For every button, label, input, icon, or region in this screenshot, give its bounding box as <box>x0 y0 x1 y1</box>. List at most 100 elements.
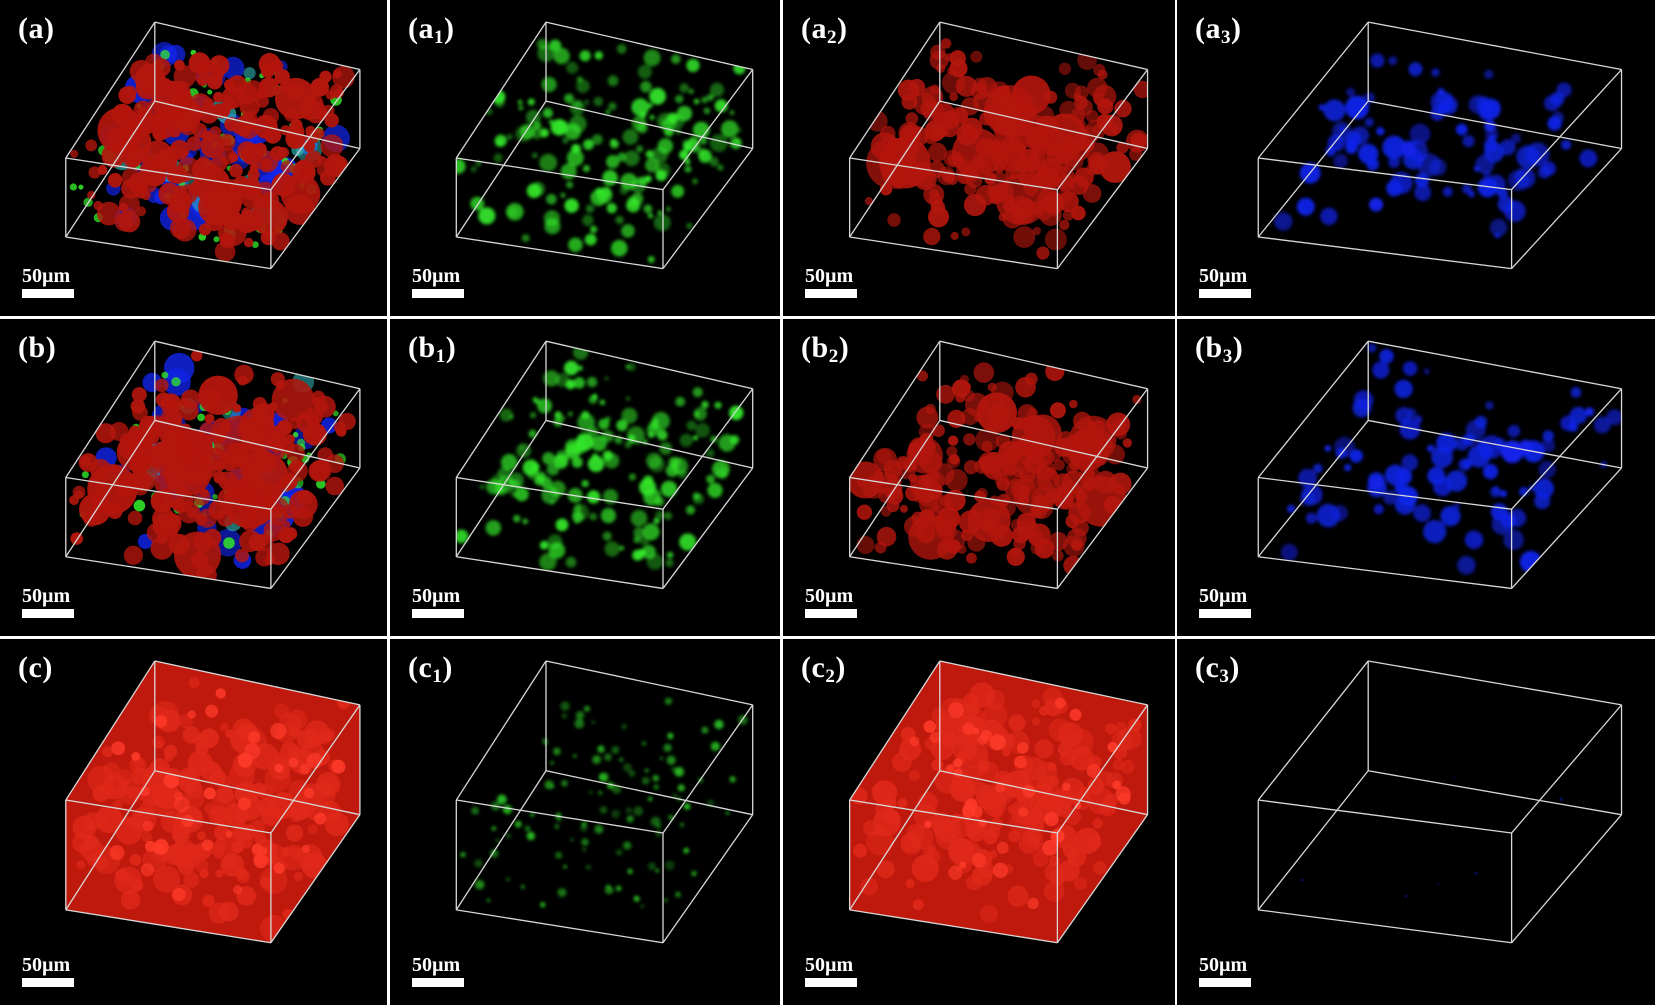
bounding-box-edge <box>1258 476 1512 510</box>
bounding-box-edge <box>455 770 547 911</box>
scale-bar-label: 50µm <box>1199 265 1248 287</box>
bounding-box-edge <box>1511 148 1623 270</box>
panel-label: (c1) <box>408 651 453 688</box>
panel-label-subscript: 3 <box>1219 666 1230 687</box>
bounding-box-edge <box>1056 704 1149 834</box>
bounding-box-edge <box>1368 419 1622 469</box>
bounding-box-edge <box>456 236 664 270</box>
micrograph-panel: (a2) 50µm <box>783 0 1175 316</box>
bounding-box-edge <box>1511 69 1623 191</box>
bounding-box-edge <box>270 388 361 510</box>
scale-bar: 50µm <box>412 955 472 987</box>
scale-bar: 50µm <box>412 266 472 298</box>
fluorescence-signal <box>1280 343 1622 575</box>
micrograph-panel: (a) 50µm <box>0 0 387 316</box>
bounding-box-edge <box>849 236 1058 270</box>
scale-bar-label: 50µm <box>22 954 71 976</box>
volume-rendering <box>1257 340 1623 590</box>
panel-label: (a) <box>18 12 55 45</box>
volume-rendering <box>455 340 754 590</box>
volume-rendering <box>455 660 754 944</box>
micrograph-panel: (c) 50µm <box>0 639 387 1005</box>
bounding-box-edge <box>1056 388 1149 510</box>
bounding-box-edge <box>545 419 753 469</box>
micrograph-panel: (b) 50µm <box>0 319 387 636</box>
panel-label-letter: (c <box>408 651 433 684</box>
panel-label-letter: (c <box>1195 651 1220 684</box>
scale-bar-line <box>805 289 857 298</box>
bounding-box-edge <box>939 770 1148 816</box>
bounding-box-edge <box>1511 388 1623 510</box>
panel-label-subscript: 3 <box>1221 27 1231 48</box>
panel-label-subscript: 2 <box>827 27 837 48</box>
bounding-box-edge <box>662 704 754 834</box>
bounding-box-edge <box>849 909 1058 944</box>
fluorescence-signal <box>456 344 744 571</box>
scale-bar: 50µm <box>22 955 82 987</box>
bounding-box-edge <box>154 419 361 469</box>
bounding-box-edge <box>849 660 941 801</box>
volume-rendering <box>848 21 1149 270</box>
bounding-box-edge <box>456 157 664 191</box>
scale-bar-line <box>22 609 74 618</box>
bounding-box-edge <box>1368 340 1622 390</box>
scale-bar-label: 50µm <box>805 954 854 976</box>
bounding-box-edge <box>456 556 664 590</box>
bounding-box-edge <box>1056 148 1149 269</box>
scale-bar-label: 50µm <box>805 585 854 607</box>
panel-label-subscript: 1 <box>435 346 446 367</box>
scale-bar: 50µm <box>1199 266 1259 298</box>
scale-bar: 50µm <box>22 586 82 618</box>
panel-label-letter: (a <box>408 12 434 45</box>
panel-label: (b3) <box>1195 331 1244 368</box>
micrograph-panel: (c3) 50µm <box>1177 639 1655 1005</box>
micrograph-panel: (b2) 50µm <box>783 319 1175 636</box>
panel-label-letter: (b <box>1195 331 1223 364</box>
bounding-box-edge <box>662 69 754 190</box>
volume-rendering <box>455 21 754 270</box>
panel-label: (b) <box>18 331 57 364</box>
bounding-box-edge <box>939 419 1148 469</box>
panel-label-subscript: 2 <box>825 666 836 687</box>
scale-bar-label: 50µm <box>412 585 461 607</box>
bounding-box-edge <box>849 157 1058 191</box>
bounding-box-edge <box>939 100 1148 150</box>
scale-bar-line <box>22 289 74 298</box>
bounding-box-edge <box>849 340 941 478</box>
panel-label: (a1) <box>408 12 455 49</box>
bounding-box-edge <box>545 660 753 706</box>
bounding-box-edge <box>849 556 1058 590</box>
bounding-box-edge <box>545 21 753 71</box>
panel-label-subscript: 3 <box>1222 346 1233 367</box>
volume-rendering <box>848 660 1149 944</box>
bounding-box-edge <box>65 660 156 801</box>
panel-label-letter: (c <box>18 651 43 684</box>
scale-bar-label: 50µm <box>22 585 71 607</box>
scale-bar: 50µm <box>1199 955 1259 987</box>
bounding-box-edge <box>939 21 1148 71</box>
fluorescence-signal <box>1274 53 1598 239</box>
fluorescence-signal <box>69 350 356 586</box>
bounding-box-edge <box>455 340 547 478</box>
scale-bar-label: 50µm <box>1199 585 1248 607</box>
bounding-box-edge <box>65 100 156 238</box>
scale-bar-line <box>412 289 464 298</box>
bounding-box-edge <box>1257 770 1369 911</box>
bounding-box-edge <box>154 100 361 150</box>
scale-bar-label: 50µm <box>22 265 71 287</box>
panel-label: (c3) <box>1195 651 1240 688</box>
bounding-box-edge <box>849 476 1058 510</box>
bounding-box-edge <box>65 770 156 911</box>
micrograph-panel: (b3) 50µm <box>1177 319 1655 636</box>
bounding-box-edge <box>456 476 664 510</box>
panel-label-letter: (b <box>18 331 46 364</box>
scale-bar: 50µm <box>22 266 82 298</box>
bounding-box-edge <box>545 100 753 150</box>
bounding-box-edge <box>1257 21 1369 159</box>
micrograph-panel: (a3) 50µm <box>1177 0 1655 316</box>
bounding-box-edge <box>1511 704 1623 834</box>
bounding-box-edge <box>456 799 664 834</box>
scale-bar-line <box>22 978 74 987</box>
scale-bar: 50µm <box>805 266 865 298</box>
panel-label: (a3) <box>1195 12 1242 49</box>
